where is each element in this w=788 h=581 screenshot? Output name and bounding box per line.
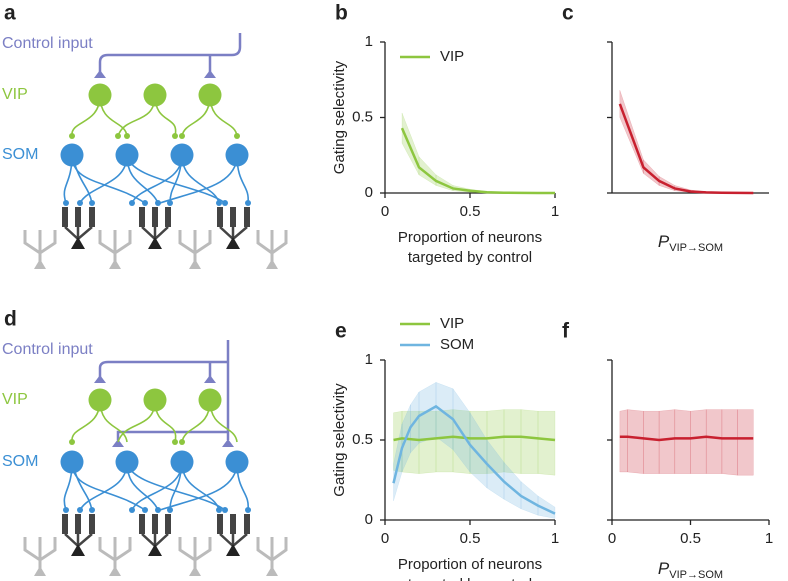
diagram-d: d Control input VIP SOM [2,308,288,578]
y-tick-label: 0 [365,184,373,201]
band [737,409,754,476]
band [418,410,437,474]
legend-label: VIP [440,48,464,65]
chart: e 0 0.5 1 0 0.5 1 Gating selectivity Proportion … [331,315,559,581]
band [627,409,644,474]
control-path [98,33,242,72]
som-label: SOM [2,146,38,163]
som-label: SOM [2,453,38,470]
x-axis-label: Proportion of neurons [398,229,542,246]
band [520,481,539,516]
legend-label: SOM [440,336,474,353]
band [418,156,437,186]
control-label: Control input [2,35,93,52]
x-tick-label: 1 [551,530,559,547]
band [705,409,723,474]
x-tick-label: 0 [608,530,616,547]
band [418,381,437,444]
x-axis-label-subscript: VIP→SOM [669,242,723,254]
x-axis-label: targeted by control [408,576,532,581]
panel-label: c [562,2,574,25]
control-label: Control input [2,341,93,358]
y-axis-label: Gating selectivity [331,60,348,174]
som-circuit [23,142,288,271]
band [690,409,707,474]
line [618,103,754,195]
vip-label: VIP [2,391,28,408]
band [486,409,505,474]
x-axis-label: targeted by control [408,249,532,266]
band [537,410,556,476]
band [401,112,420,175]
y-tick-label: 1 [365,33,373,50]
line [619,435,754,442]
band [435,409,454,473]
x-axis-label: PVIP→SOM [658,559,723,580]
chart: f 0 0.5 1 PVIP→SOM [562,320,773,581]
band [674,409,691,474]
x-axis-label-main: P [658,232,670,251]
x-tick-label: 1 [551,203,559,220]
x-axis-label-main: P [658,559,670,578]
x-tick-label: 1 [765,530,773,547]
y-tick-label: 0.5 [352,108,373,125]
line [392,404,556,515]
band [469,411,488,489]
panel-label: e [335,320,347,343]
diagram-a: a Control input VIP SOM [2,2,288,271]
control-synapse [94,70,216,78]
panel-label: f [562,320,570,343]
band [721,409,738,476]
vip-neurons [69,83,240,139]
panel-label: a [4,2,16,25]
band [486,439,505,500]
band [643,410,660,474]
y-tick-label: 1 [365,351,373,368]
line [393,435,556,442]
band [503,461,522,510]
x-tick-label: 0.5 [460,203,481,220]
legend-label: VIP [440,315,464,332]
band [619,409,628,473]
band [658,409,676,474]
x-tick-label: 0 [381,530,389,547]
x-tick-label: 0 [381,203,389,220]
chart: c PVIP→SOM [562,2,769,254]
panel-label: b [335,2,348,25]
x-tick-label: 0.5 [460,530,481,547]
y-axis-label: Gating selectivity [331,383,348,497]
y-tick-label: 0 [365,511,373,528]
band [503,409,522,474]
vip-label: VIP [2,86,28,103]
x-axis-label: Proportion of neurons [398,556,542,573]
x-tick-label: 0.5 [680,530,701,547]
panel-label: d [4,308,17,331]
line [400,127,555,195]
som-circuit [23,449,288,578]
y-tick-label: 0.5 [352,431,373,448]
vip-neurons [69,388,222,445]
control-path [98,340,230,440]
band [435,382,454,451]
chart: b 0 0.5 1 0 0.5 1 Gating selectivity Proportion … [331,2,559,266]
band [520,409,539,474]
x-axis-label-subscript: VIP→SOM [669,569,723,581]
x-axis-label: PVIP→SOM [658,232,723,253]
